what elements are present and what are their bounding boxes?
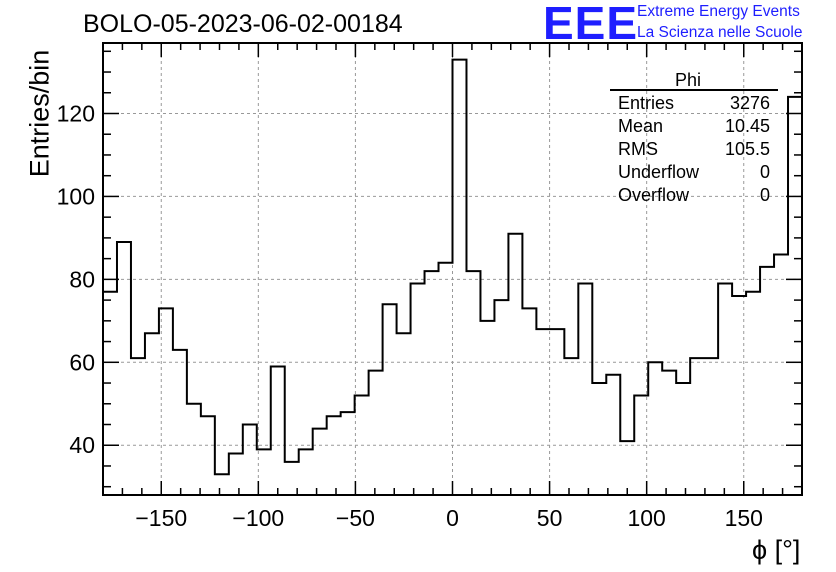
x-tick-label: −100	[232, 505, 284, 531]
x-tick-label: 50	[537, 505, 563, 531]
x-tick-label: 150	[725, 505, 763, 531]
histogram-bin	[369, 371, 383, 495]
x-tick-label: 0	[446, 505, 459, 531]
histogram-bin	[592, 383, 606, 495]
x-tick-label: −150	[135, 505, 187, 531]
histogram-bin	[285, 462, 299, 495]
histogram-bin	[690, 358, 704, 495]
x-tick-label: −50	[336, 505, 375, 531]
histogram-bin	[313, 429, 327, 495]
stats-label-underflow: Underflow	[618, 162, 700, 182]
logo-line-2: La Scienza nelle Scuole	[637, 24, 803, 41]
histogram-bin	[508, 234, 522, 495]
histogram-bin	[788, 97, 802, 495]
stats-label-rms: RMS	[618, 139, 658, 159]
histogram-bin	[341, 412, 355, 495]
histogram-bin	[159, 308, 173, 495]
y-axis-title: Entries/bin	[24, 49, 55, 178]
histogram-bin	[453, 60, 467, 495]
histogram-bin	[411, 284, 425, 495]
histogram-bin	[578, 284, 592, 495]
stats-label-overflow: Overflow	[618, 185, 690, 205]
x-axis-title: ϕ [°]	[752, 535, 801, 565]
chart-title: BOLO-05-2023-06-02-00184	[83, 10, 403, 38]
histogram-bin	[494, 300, 508, 495]
histogram-bin	[131, 358, 145, 495]
histogram-bin	[383, 304, 397, 495]
histogram-bin	[760, 267, 774, 495]
histogram-bin	[271, 366, 285, 495]
histogram-bin	[243, 425, 257, 495]
histogram-bin	[425, 271, 439, 495]
stats-value-overflow: 0	[759, 185, 770, 205]
stats-value-mean: 10.45	[724, 116, 770, 136]
stats-label-entries: Entries	[618, 93, 675, 113]
histogram-bin	[522, 308, 536, 495]
histogram-bin	[103, 292, 117, 495]
histogram-bin	[117, 242, 131, 495]
x-tick-label: 100	[627, 505, 665, 531]
histogram-bin	[676, 383, 690, 495]
eee-logo: EEE	[543, 0, 639, 49]
histogram-bin	[327, 416, 341, 495]
stats-value-rms: 105.5	[724, 139, 770, 159]
y-tick-label: 60	[69, 349, 95, 375]
histogram-bin	[145, 333, 159, 495]
logo-line-1: Extreme Energy Events	[637, 3, 800, 20]
histogram-bin	[257, 449, 271, 495]
histogram-bin	[229, 454, 243, 495]
histogram-bin	[648, 362, 662, 495]
stats-label-mean: Mean	[618, 116, 664, 136]
stats-value-entries: 3276	[729, 93, 770, 113]
histogram-bin	[746, 292, 760, 495]
histogram-bin	[201, 416, 215, 495]
histogram-bin	[466, 271, 480, 495]
histogram-bin	[215, 474, 229, 495]
stats-box-title: Phi	[675, 70, 702, 90]
y-tick-label: 80	[69, 266, 95, 292]
histogram-bin	[620, 441, 634, 495]
histogram-bin	[187, 404, 201, 495]
histogram-bin	[662, 371, 676, 495]
histogram-bin	[634, 395, 648, 495]
stats-value-underflow: 0	[759, 162, 770, 182]
histogram-bin	[536, 329, 550, 495]
histogram-bin	[173, 350, 187, 495]
histogram-bin	[704, 358, 718, 495]
histogram-bin	[718, 284, 732, 495]
histogram-series-phi	[103, 58, 802, 476]
y-tick-label: 40	[69, 432, 95, 458]
histogram-bin	[564, 358, 578, 495]
histogram-bin	[480, 321, 494, 495]
histogram-bin	[299, 449, 313, 495]
histogram-bin	[732, 296, 746, 495]
histogram-bin	[550, 329, 564, 495]
y-tick-label: 100	[57, 183, 95, 209]
axis-ticks	[102, 43, 803, 495]
histogram-bin	[397, 333, 411, 495]
y-tick-label: 120	[57, 100, 95, 126]
histogram-bin	[355, 395, 369, 495]
histogram-bin	[439, 263, 453, 495]
tick-labels: −150 −100 −50 0 50 100 150 40 60 80 100 120	[57, 100, 763, 531]
histogram-bin	[774, 254, 788, 495]
histogram-bin	[606, 375, 620, 495]
